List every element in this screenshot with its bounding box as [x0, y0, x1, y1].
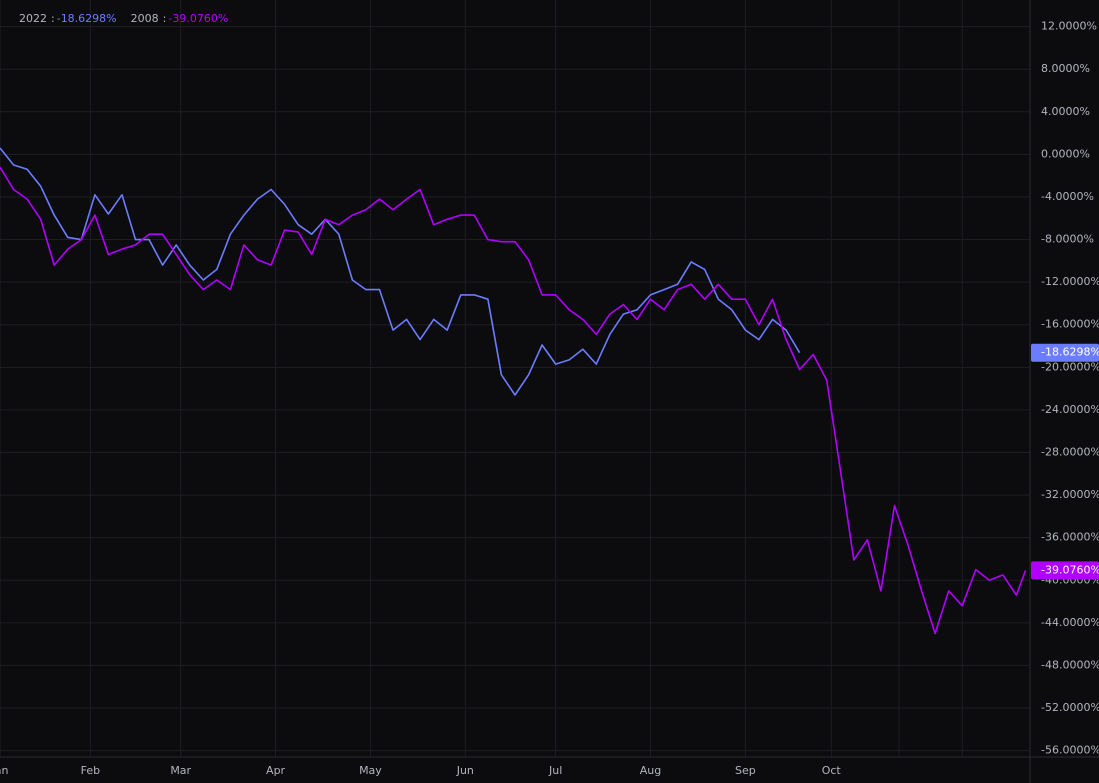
plot: [0, 147, 1027, 635]
legend-name: 2008: [131, 12, 159, 25]
legend-value: -39.0760%: [168, 12, 228, 25]
y-tick-label: -20.0000%: [1041, 360, 1099, 373]
x-tick-label: Jan: [0, 764, 9, 777]
x-tick-label: Apr: [266, 764, 286, 777]
y-tick-label: -8.0000%: [1041, 233, 1094, 246]
y-tick-label: -44.0000%: [1041, 616, 1099, 629]
axes: 12.0000% 8.0000% 4.0000% 0.0000% -4.0000% -8.…: [0, 20, 1099, 777]
y-tick-label: -16.0000%: [1041, 318, 1099, 331]
y-tick-label: 12.0000%: [1041, 20, 1097, 33]
y-tick-label: -28.0000%: [1041, 445, 1099, 458]
series-line: [0, 147, 801, 396]
x-tick-label: May: [359, 764, 382, 777]
legend-name: 2022: [19, 12, 47, 25]
legend-separator: :: [51, 12, 55, 25]
x-tick-label: Oct: [822, 764, 842, 777]
y-tick-label: -52.0000%: [1041, 701, 1099, 714]
x-tick-label: Mar: [170, 764, 191, 777]
last-value-badge: [1031, 343, 1099, 362]
last-value-label: -18.6298%: [1041, 346, 1099, 359]
x-tick-label: Jun: [456, 764, 474, 777]
y-tick-label: -32.0000%: [1041, 488, 1099, 501]
x-tick-label: Feb: [81, 764, 100, 777]
series-line: [0, 166, 1027, 635]
y-tick-label: 0.0000%: [1041, 147, 1090, 160]
y-tick-label: 4.0000%: [1041, 105, 1090, 118]
y-tick-label: -48.0000%: [1041, 658, 1099, 671]
y-tick-label: -24.0000%: [1041, 403, 1099, 416]
y-tick-label: -12.0000%: [1041, 275, 1099, 288]
x-tick-label: Jul: [548, 764, 562, 777]
grid: [0, 0, 1030, 757]
legend: 2022: -18.6298% 2008: -39.0760%: [19, 12, 228, 25]
x-tick-label: Aug: [640, 764, 661, 777]
x-tick-label: Sep: [735, 764, 756, 777]
legend-separator: :: [163, 12, 167, 25]
y-tick-label: -56.0000%: [1041, 744, 1099, 757]
y-tick-label: -36.0000%: [1041, 531, 1099, 544]
legend-value: -18.6298%: [57, 12, 117, 25]
last-value-label: -39.0760%: [1041, 563, 1099, 576]
y-tick-label: -4.0000%: [1041, 190, 1094, 203]
last-value-badge: [1031, 561, 1099, 580]
y-tick-label: 8.0000%: [1041, 62, 1090, 75]
